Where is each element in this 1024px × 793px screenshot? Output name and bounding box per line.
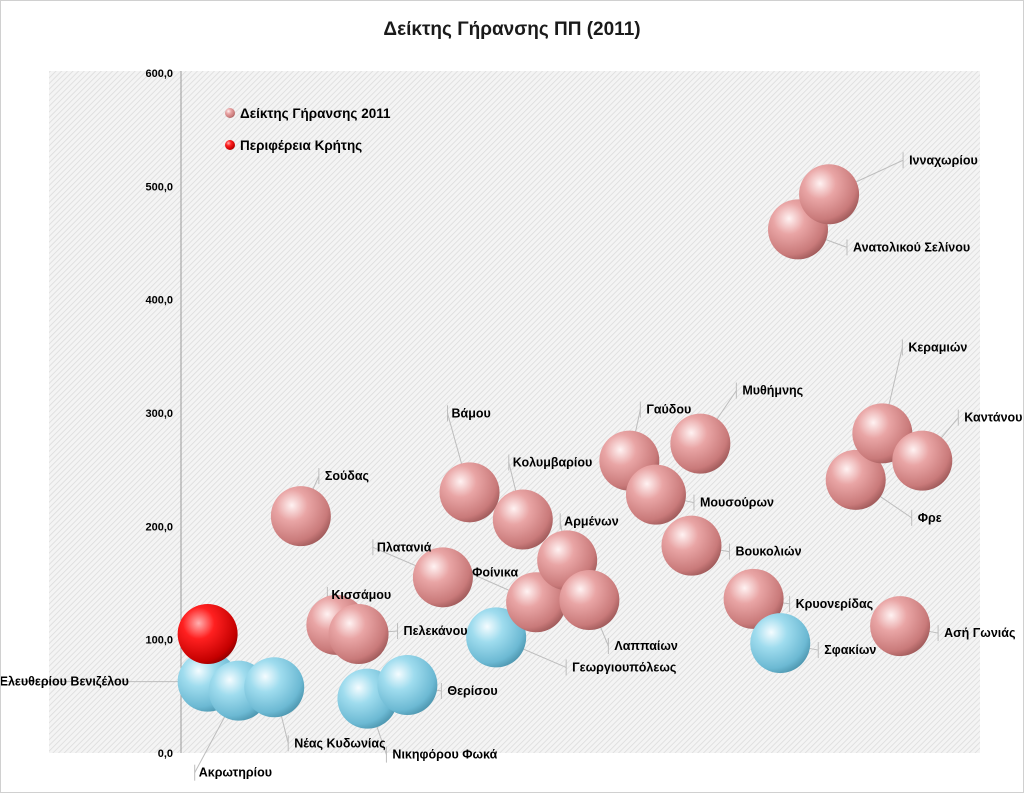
bubble [377, 655, 438, 715]
data-label: Φρε [918, 511, 942, 525]
bubble [799, 164, 860, 225]
bubble [439, 462, 500, 523]
y-tick-label: 100,0 [145, 635, 173, 647]
bubbles [177, 164, 953, 729]
bubble [825, 449, 886, 510]
legend-label: Δείκτης Γήρανσης 2011 [240, 106, 391, 121]
data-label: Γεωργιουπόλεως [572, 660, 676, 674]
y-tick-label: 500,0 [145, 181, 173, 193]
bubble [559, 570, 620, 630]
data-labels: Ελευθερίου Βενιζέλου Ακρωτηρίου Νέας Κυδων… [1, 153, 1022, 779]
data-label: Ανατολικού Σελίνου [853, 240, 970, 254]
data-label: Ελευθερίου Βενιζέλου [1, 675, 129, 689]
data-label: Θερίσου [447, 684, 497, 698]
data-label: Νικηφόρου Φωκά [392, 748, 497, 762]
data-label: Σφακίων [824, 643, 876, 657]
legend-label: Περιφέρεια Κρήτης [240, 138, 362, 153]
bubble [412, 547, 473, 608]
legend: Δείκτης Γήρανσης 2011 Περιφέρεια Κρήτης [225, 106, 391, 153]
data-label: Βουκολιών [735, 545, 801, 559]
y-axis-ticks: 0,0 100,0 200,0 300,0 400,0 500,0 600,0 [145, 68, 173, 760]
data-label: Πλατανιά [377, 540, 432, 554]
data-label: Αρμένων [564, 514, 619, 528]
legend-marker [225, 140, 235, 150]
y-tick-label: 600,0 [145, 68, 173, 80]
bubble [625, 464, 686, 525]
y-tick-label: 300,0 [145, 408, 173, 420]
data-label: Ινναχωρίου [909, 153, 978, 167]
bubble [244, 657, 305, 718]
y-tick-label: 200,0 [145, 521, 173, 533]
data-label: Ασή Γωνιάς [944, 626, 1015, 640]
bubble [506, 572, 567, 633]
bubble [466, 607, 527, 668]
region-bubble [177, 604, 238, 664]
data-label: Μυθήμνης [742, 384, 803, 398]
data-label: Κρυονερίδας [796, 597, 874, 611]
data-label: Μουσούρων [700, 496, 774, 510]
data-label: Φοίνικα [472, 565, 518, 579]
bubble [492, 489, 553, 550]
data-label: Καντάνου [964, 411, 1022, 425]
data-label: Κολυμβαρίου [513, 456, 593, 470]
legend-marker [225, 108, 235, 118]
data-label: Κεραμιών [908, 340, 967, 354]
y-tick-label: 0,0 [158, 748, 173, 760]
bubble [270, 486, 331, 547]
data-label: Γαύδου [646, 403, 691, 417]
data-label: Ακρωτηρίου [199, 766, 272, 780]
bubble [661, 515, 722, 576]
bubble [892, 430, 953, 491]
data-label: Πελεκάνου [404, 624, 468, 638]
bubble [670, 413, 731, 474]
data-label: Λαππαίων [614, 639, 678, 653]
bubble [723, 568, 784, 629]
bubble [328, 604, 389, 664]
bubble [750, 613, 811, 674]
data-label: Κισσάμου [331, 588, 391, 602]
chart-title: Δείκτης Γήρανσης ΠΠ (2011) [383, 19, 640, 40]
bubble [870, 596, 931, 657]
data-label: Νέας Κυδωνίας [294, 736, 385, 750]
data-label: Σούδας [325, 469, 369, 483]
y-tick-label: 400,0 [145, 295, 173, 307]
data-label: Βάμου [452, 406, 491, 420]
